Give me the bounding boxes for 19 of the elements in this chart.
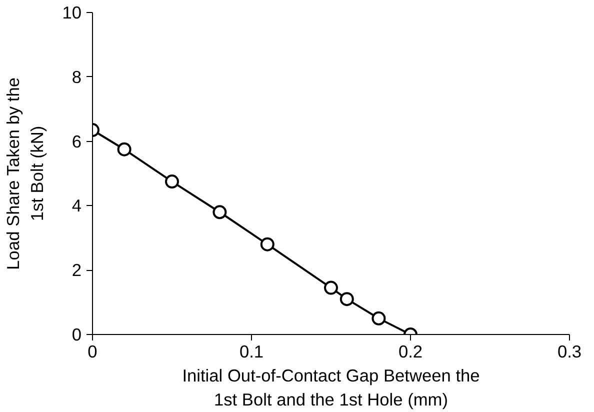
y-tick-label: 0 [72, 324, 82, 344]
y-tick-label: 8 [72, 66, 82, 87]
x-tick-label: 0 [88, 342, 98, 362]
point [324, 280, 338, 295]
x-tick-label: 0.3 [557, 342, 582, 362]
y-tick-label: 10 [62, 2, 82, 22]
x-tick-label: 0.1 [239, 342, 264, 362]
point [165, 174, 179, 189]
point [212, 205, 227, 220]
y-tick-label: 6 [72, 131, 82, 152]
x-tick-label: 0.2 [398, 342, 423, 362]
point [260, 237, 274, 252]
point [340, 292, 354, 306]
y-axis-title: Load Share Taken by the 1st Bolt (kN) [3, 77, 48, 270]
y-tick-label: 4 [72, 196, 82, 216]
y-tick-label: 2 [72, 260, 82, 280]
point [372, 311, 386, 326]
point [117, 142, 132, 156]
x-axis-title: Initial Out-of-Contact Gap Between the 1st Bolt and the 1st Hole (mm) [182, 366, 480, 410]
